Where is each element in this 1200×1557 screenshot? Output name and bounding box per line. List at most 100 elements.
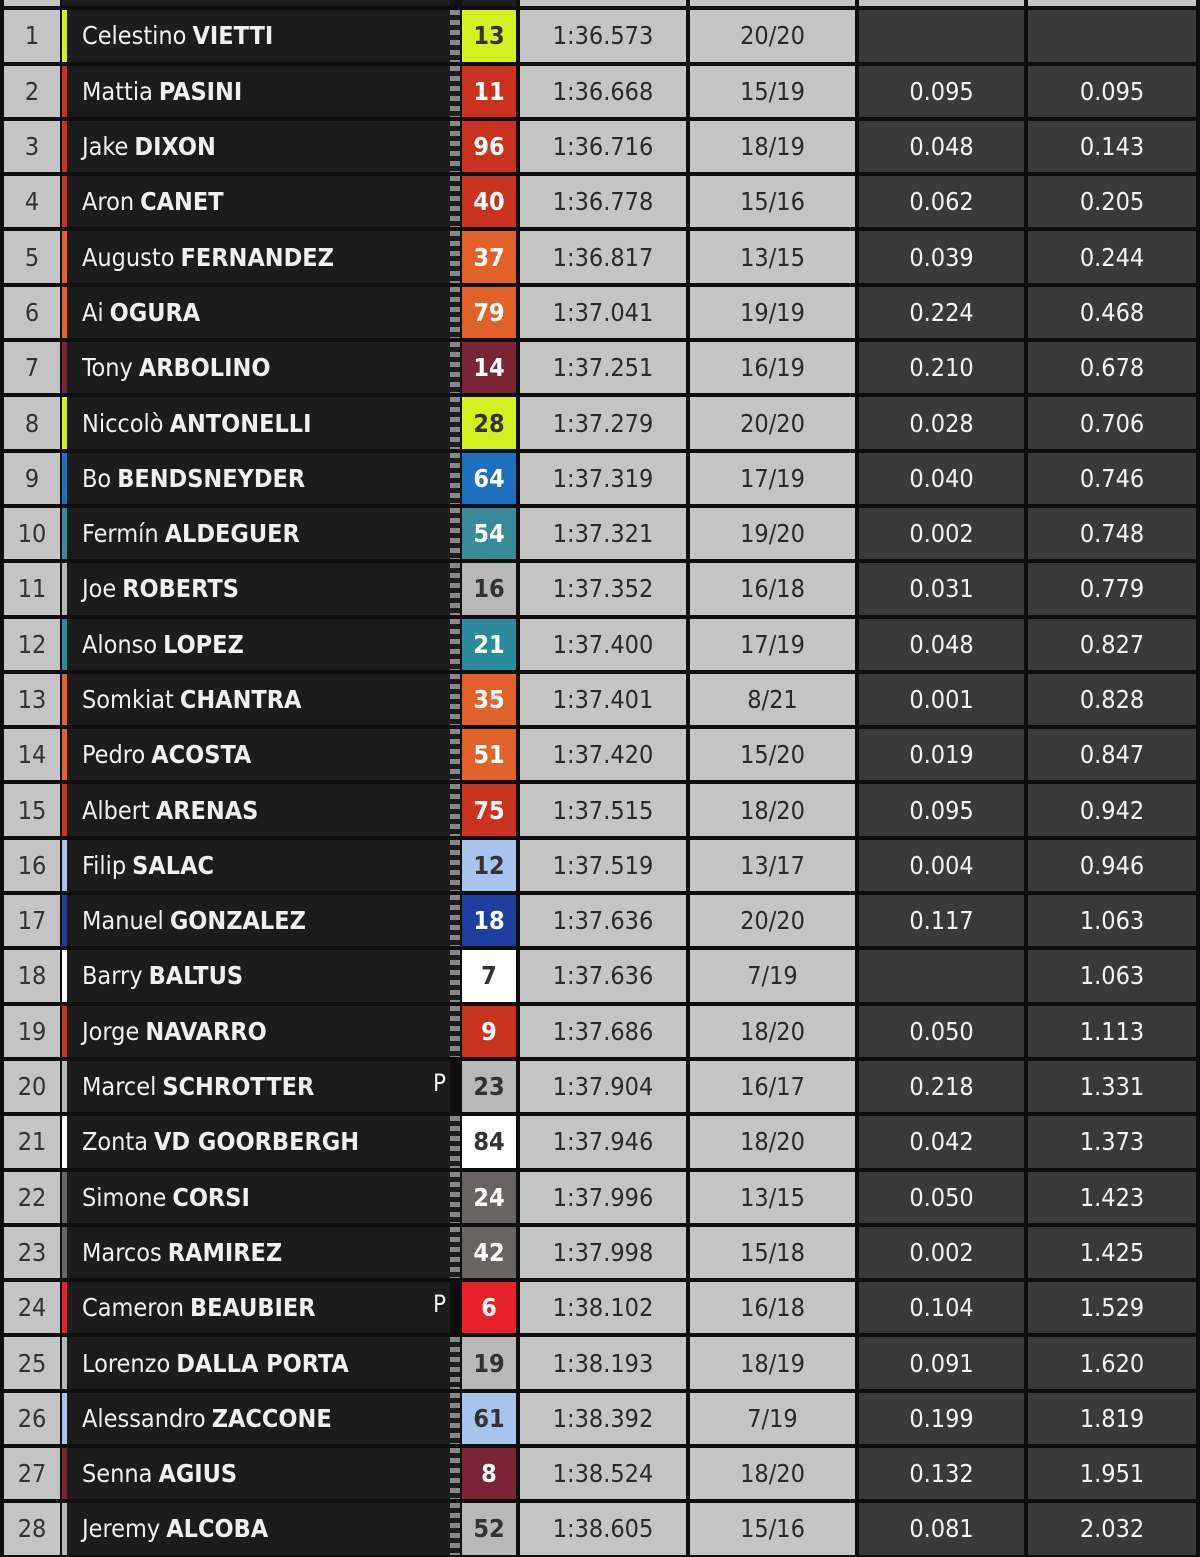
gap-first: 1.819 — [1028, 1392, 1196, 1445]
checkered-flag-icon — [450, 1005, 460, 1057]
rider-name: Niccolò ANTONELLI — [62, 397, 450, 449]
gap-first — [1028, 10, 1196, 62]
rider-name: Barry BALTUS — [62, 950, 450, 1002]
position: 4 — [4, 176, 60, 228]
last-name: RAMIREZ — [167, 1237, 283, 1267]
lap-time: 1:37.352 — [520, 563, 686, 615]
gap-first: 0.205 — [1028, 176, 1196, 228]
laps: 15/19 — [690, 65, 855, 117]
checkered-flag-icon — [450, 618, 460, 670]
rider-number: 18 — [462, 895, 516, 947]
table-row[interactable]: 15 Albert ARENAS 75 1:37.515 18/20 0.095 … — [0, 782, 1200, 837]
rider-number: 61 — [462, 1392, 516, 1445]
position: 24 — [4, 1282, 60, 1334]
gap-first: 0.746 — [1028, 452, 1196, 504]
table-row[interactable]: 6 Ai OGURA 79 1:37.041 19/19 0.224 0.468 — [0, 285, 1200, 340]
gap-first: 0.828 — [1028, 673, 1196, 726]
gap-previous: 0.031 — [859, 563, 1024, 615]
table-row[interactable]: 24 Cameron BEAUBIER P 6 1:38.102 16/18 0.… — [0, 1280, 1200, 1335]
last-name: ROBERTS — [122, 574, 239, 604]
gap-first: 1.373 — [1028, 1116, 1196, 1168]
table-row[interactable]: 18 Barry BALTUS 7 1:37.636 7/19 1.063 — [0, 948, 1200, 1003]
gap-previous: 0.218 — [859, 1060, 1024, 1113]
lap-time: 1:38.193 — [520, 1337, 686, 1389]
last-name: FERNANDEZ — [180, 242, 334, 272]
rider-name: Somkiat CHANTRA — [62, 673, 450, 726]
lap-time: 1:37.251 — [520, 342, 686, 394]
lap-time: 1:36.573 — [520, 10, 686, 62]
table-row[interactable]: 12 Alonso LOPEZ 21 1:37.400 17/19 0.048 0… — [0, 617, 1200, 672]
rider-number: 96 — [462, 120, 516, 173]
table-row[interactable]: 10 Fermín ALDEGUER 54 1:37.321 19/20 0.00… — [0, 506, 1200, 561]
rider-name: Tony ARBOLINO — [62, 342, 450, 394]
table-row[interactable]: 8 Niccolò ANTONELLI 28 1:37.279 20/20 0.0… — [0, 395, 1200, 450]
position: 22 — [4, 1171, 60, 1223]
first-name: Augusto — [82, 242, 175, 272]
table-row[interactable]: 16 Filip SALAC 12 1:37.519 13/17 0.004 0.… — [0, 838, 1200, 893]
gap-previous: 0.004 — [859, 839, 1024, 892]
table-row[interactable]: 27 Senna AGIUS 8 1:38.524 18/20 0.132 1.9… — [0, 1446, 1200, 1501]
gap-previous: 0.042 — [859, 1116, 1024, 1168]
rider-number: 51 — [462, 729, 516, 781]
laps: 17/19 — [690, 452, 855, 504]
last-name: SALAC — [132, 850, 215, 880]
laps: 13/17 — [690, 839, 855, 892]
table-row[interactable]: 14 Pedro ACOSTA 51 1:37.420 15/20 0.019 0… — [0, 727, 1200, 782]
gap-previous — [859, 950, 1024, 1002]
lap-time: 1:37.041 — [520, 286, 686, 339]
last-name: BEAUBIER — [189, 1293, 316, 1323]
gap-first: 1.425 — [1028, 1226, 1196, 1279]
lap-time: 1:37.515 — [520, 784, 686, 836]
checkered-flag-icon — [450, 563, 460, 615]
checkered-flag-icon — [450, 397, 460, 449]
position: 14 — [4, 729, 60, 781]
laps: 15/16 — [690, 176, 855, 228]
last-name: ANTONELLI — [169, 408, 312, 438]
table-row[interactable]: 3 Jake DIXON 96 1:36.716 18/19 0.048 0.14… — [0, 119, 1200, 174]
table-row[interactable]: 17 Manuel GONZALEZ 18 1:37.636 20/20 0.11… — [0, 893, 1200, 948]
checkered-flag-icon — [450, 1448, 460, 1500]
table-row[interactable]: 26 Alessandro ZACCONE 61 1:38.392 7/19 0.… — [0, 1391, 1200, 1446]
table-row[interactable]: 1 Celestino VIETTI 13 1:36.573 20/20 — [0, 8, 1200, 63]
last-name: VIETTI — [192, 21, 274, 51]
rider-name: Jeremy ALCOBA — [62, 1503, 450, 1555]
lap-time: 1:38.605 — [520, 1503, 686, 1555]
laps: 15/18 — [690, 1226, 855, 1279]
rider-number: 28 — [462, 397, 516, 449]
laps: 16/18 — [690, 563, 855, 615]
table-row[interactable]: 11 Joe ROBERTS 16 1:37.352 16/18 0.031 0.… — [0, 561, 1200, 616]
rider-number: 35 — [462, 673, 516, 726]
table-row[interactable]: 5 Augusto FERNANDEZ 37 1:36.817 13/15 0.0… — [0, 229, 1200, 284]
laps: 13/15 — [690, 1171, 855, 1223]
first-name: Somkiat — [82, 685, 174, 714]
table-row[interactable]: 28 Jeremy ALCOBA 52 1:38.605 15/16 0.081 … — [0, 1501, 1200, 1556]
first-name: Jeremy — [82, 1514, 161, 1544]
table-row[interactable]: 21 Zonta VD GOORBERGH 84 1:37.946 18/20 0… — [0, 1114, 1200, 1169]
table-row[interactable]: 20 Marcel SCHROTTER P 23 1:37.904 16/17 0… — [0, 1059, 1200, 1114]
table-row[interactable]: 22 Simone CORSI 24 1:37.996 13/15 0.050 1… — [0, 1170, 1200, 1225]
table-row[interactable]: 9 Bo BENDSNEYDER 64 1:37.319 17/19 0.040 … — [0, 451, 1200, 506]
table-row[interactable]: 13 Somkiat CHANTRA 35 1:37.401 8/21 0.001… — [0, 672, 1200, 727]
table-row[interactable]: 19 Jorge NAVARRO 9 1:37.686 18/20 0.050 1… — [0, 1004, 1200, 1059]
lap-time: 1:37.686 — [520, 1005, 686, 1057]
checkered-flag-icon — [450, 507, 460, 560]
position: 5 — [4, 231, 60, 283]
gap-previous: 0.019 — [859, 729, 1024, 781]
checkered-flag-icon — [450, 120, 460, 173]
lap-time: 1:38.524 — [520, 1448, 686, 1500]
rider-name: Manuel GONZALEZ — [62, 895, 450, 947]
table-row[interactable]: 4 Aron CANET 40 1:36.778 15/16 0.062 0.20… — [0, 174, 1200, 229]
last-name: CORSI — [172, 1182, 250, 1212]
last-name: CHANTRA — [179, 685, 302, 714]
table-row[interactable]: 23 Marcos RAMIREZ 42 1:37.998 15/18 0.002… — [0, 1225, 1200, 1280]
table-row[interactable]: 25 Lorenzo DALLA PORTA 19 1:38.193 18/19 … — [0, 1335, 1200, 1390]
last-name: AGIUS — [158, 1459, 238, 1489]
rider-number: 42 — [462, 1226, 516, 1279]
last-name: ARBOLINO — [138, 353, 271, 383]
last-name: ACOSTA — [151, 740, 252, 770]
table-row[interactable]: 2 Mattia PASINI 11 1:36.668 15/19 0.095 0… — [0, 64, 1200, 119]
last-name: DALLA PORTA — [176, 1348, 349, 1378]
table-row[interactable]: 7 Tony ARBOLINO 14 1:37.251 16/19 0.210 0… — [0, 340, 1200, 395]
laps: 16/19 — [690, 342, 855, 394]
gap-first: 0.946 — [1028, 839, 1196, 892]
